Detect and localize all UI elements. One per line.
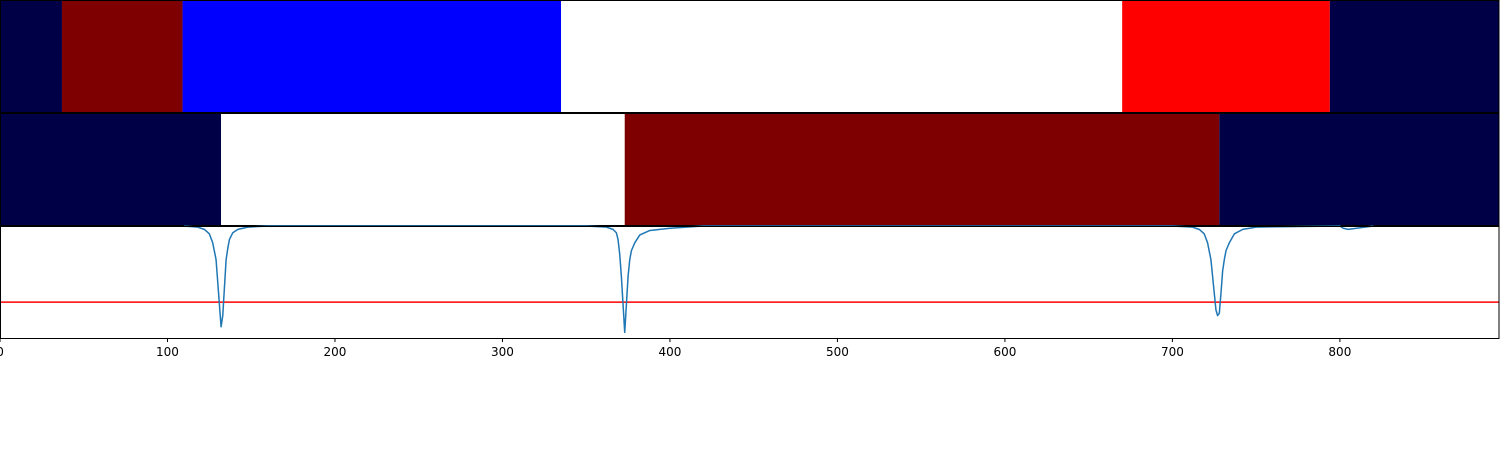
x-tick-label: 700 xyxy=(1161,345,1184,359)
x-tick-label: 600 xyxy=(993,345,1016,359)
segment-1-6 xyxy=(1329,0,1499,112)
category-strip-middle xyxy=(0,113,1500,226)
x-tick-label: 200 xyxy=(324,345,347,359)
signal-line-panel xyxy=(0,225,1500,339)
panel-frame-3 xyxy=(0,226,1500,339)
x-tick-label: 100 xyxy=(156,345,179,359)
segment-2-2 xyxy=(221,113,625,225)
segment-1-4 xyxy=(561,0,1123,112)
x-tick-label: 0 xyxy=(0,345,4,359)
x-tick-label: 800 xyxy=(1328,345,1351,359)
x-tick-label: 400 xyxy=(658,345,681,359)
x-tick-label: 300 xyxy=(491,345,514,359)
signal-series-1 xyxy=(184,225,1374,334)
x-tick-label: 500 xyxy=(826,345,849,359)
segment-2-3 xyxy=(624,113,1220,225)
segment-1-3 xyxy=(182,0,562,112)
panel-frame-1 xyxy=(0,0,1500,113)
category-strip-top xyxy=(0,0,1500,113)
segment-1-5 xyxy=(1122,0,1330,112)
segment-1-2 xyxy=(61,0,183,112)
segment-1-1 xyxy=(0,0,62,112)
segment-2-1 xyxy=(0,113,222,225)
segment-2-4 xyxy=(1219,113,1499,225)
x-axis: 0 100 200 300 400 500 600 700 800 xyxy=(0,338,1351,359)
